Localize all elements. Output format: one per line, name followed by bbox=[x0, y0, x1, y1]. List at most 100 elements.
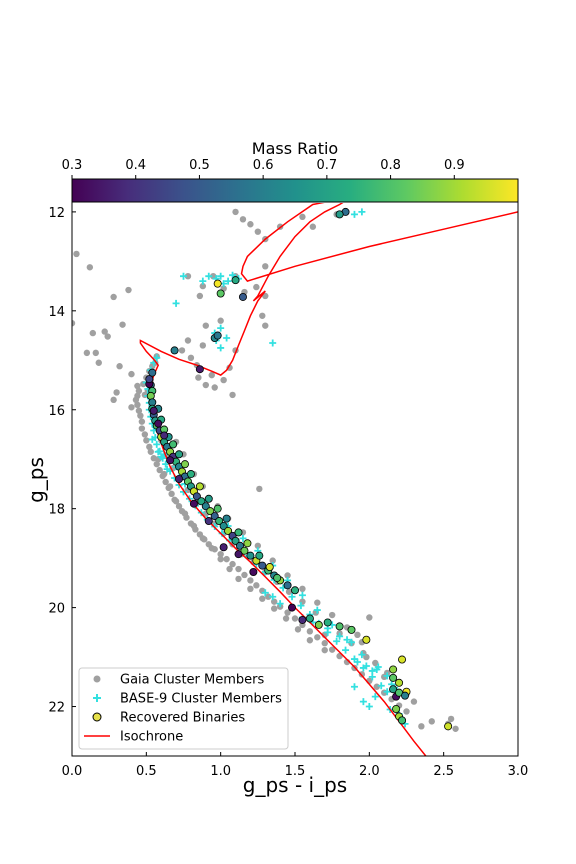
recovered-binary-point bbox=[336, 211, 343, 218]
x-tick-label: 3.0 bbox=[508, 764, 529, 779]
gaia-member-point bbox=[232, 209, 238, 215]
gaia-member-point bbox=[253, 284, 259, 290]
gaia-member-point bbox=[366, 614, 372, 620]
gaia-member-point bbox=[212, 384, 218, 390]
gaia-member-point bbox=[403, 708, 409, 714]
gaia-member-point bbox=[139, 425, 145, 431]
x-tick-label: 0.0 bbox=[62, 764, 83, 779]
gaia-member-point bbox=[179, 347, 185, 353]
gaia-member-point bbox=[191, 523, 197, 529]
recovered-binary-point bbox=[155, 420, 162, 427]
recovered-binary-point bbox=[171, 347, 178, 354]
gaia-member-point bbox=[452, 726, 458, 732]
gaia-members-layer bbox=[69, 209, 459, 732]
gaia-member-point bbox=[256, 486, 262, 492]
base9-member-point bbox=[217, 325, 224, 332]
gaia-member-point bbox=[110, 294, 116, 300]
gaia-member-point bbox=[322, 647, 328, 653]
recovered-binary-point bbox=[363, 636, 370, 643]
gaia-member-point bbox=[168, 491, 174, 497]
gaia-member-point bbox=[217, 318, 223, 324]
gaia-member-point bbox=[195, 374, 201, 380]
colorbar-tick-label: 0.5 bbox=[189, 158, 210, 173]
recovered-binary-point bbox=[291, 587, 298, 594]
gaia-member-point bbox=[235, 576, 241, 582]
gaia-member-point bbox=[128, 404, 134, 410]
gaia-member-point bbox=[93, 350, 99, 356]
gaia-member-point bbox=[310, 224, 316, 230]
colorbar: Mass Ratio 0.3 0.4 0.5 0.6 0.7 0.8 0.9 bbox=[62, 139, 518, 202]
gaia-member-point bbox=[255, 228, 261, 234]
recovered-binary-point bbox=[445, 723, 452, 730]
recovered-binary-point bbox=[196, 483, 203, 490]
base9-member-point bbox=[360, 698, 367, 705]
gaia-member-point bbox=[96, 360, 102, 366]
gaia-member-point bbox=[259, 596, 265, 602]
recovered-binary-point bbox=[266, 563, 273, 570]
gaia-member-point bbox=[113, 389, 119, 395]
gaia-member-point bbox=[220, 377, 226, 383]
recovered-binaries-layer bbox=[146, 208, 452, 730]
x-tick-label: 2.0 bbox=[359, 764, 380, 779]
gaia-member-point bbox=[429, 718, 435, 724]
gaia-member-point bbox=[322, 640, 328, 646]
x-tick-label: 1.0 bbox=[210, 764, 231, 779]
base9-member-point bbox=[369, 667, 376, 674]
recovered-binary-point bbox=[149, 369, 156, 376]
gaia-member-point bbox=[247, 577, 253, 583]
gaia-member-point bbox=[125, 287, 131, 293]
legend-gaia-marker bbox=[94, 676, 101, 683]
recovered-binary-point bbox=[299, 616, 306, 623]
recovered-binary-point bbox=[214, 505, 221, 512]
recovered-binary-point bbox=[395, 679, 402, 686]
recovered-binary-point bbox=[169, 441, 176, 448]
recovered-binary-point bbox=[348, 626, 355, 633]
gaia-member-point bbox=[283, 615, 289, 621]
colorbar-tick-label: 0.8 bbox=[380, 158, 401, 173]
colorbar-gradient bbox=[72, 179, 518, 202]
colorbar-ticks: 0.3 0.4 0.5 0.6 0.7 0.8 0.9 bbox=[62, 158, 465, 179]
colorbar-label: Mass Ratio bbox=[252, 139, 338, 158]
recovered-binary-point bbox=[223, 515, 230, 522]
recovered-binary-point bbox=[161, 432, 168, 439]
y-tick-label: 14 bbox=[48, 305, 65, 320]
recovered-binary-point bbox=[167, 457, 174, 464]
gaia-member-point bbox=[200, 342, 206, 348]
recovered-binary-point bbox=[306, 615, 313, 622]
gaia-member-point bbox=[299, 586, 305, 592]
recovered-binary-point bbox=[401, 692, 408, 699]
gaia-member-point bbox=[119, 321, 125, 327]
base9-member-point bbox=[351, 683, 358, 690]
recovered-binary-point bbox=[214, 332, 221, 339]
legend-isochrone-label: Isochrone bbox=[120, 730, 183, 745]
gaia-member-point bbox=[84, 350, 90, 356]
recovered-binary-point bbox=[205, 495, 212, 502]
gaia-member-point bbox=[134, 402, 140, 408]
gaia-member-point bbox=[307, 637, 313, 643]
gaia-member-point bbox=[200, 535, 206, 541]
recovered-binary-point bbox=[187, 470, 194, 477]
gaia-member-point bbox=[203, 382, 209, 388]
recovered-binary-point bbox=[181, 461, 188, 468]
gaia-member-point bbox=[217, 556, 223, 562]
recovered-binary-point bbox=[220, 544, 227, 551]
y-tick-label: 16 bbox=[48, 404, 65, 419]
recovered-binary-point bbox=[392, 705, 399, 712]
gaia-member-point bbox=[235, 566, 241, 572]
gaia-member-point bbox=[299, 214, 305, 220]
base9-member-point bbox=[299, 592, 306, 599]
recovered-binary-point bbox=[147, 392, 154, 399]
gaia-member-point bbox=[226, 566, 232, 572]
base9-member-point bbox=[223, 335, 230, 342]
legend: Gaia Cluster Members BASE-9 Cluster Memb… bbox=[79, 668, 288, 749]
colorbar-tick-label: 0.6 bbox=[253, 158, 274, 173]
recovered-binary-point bbox=[175, 475, 182, 482]
gaia-member-point bbox=[262, 322, 268, 328]
x-tick-label: 2.5 bbox=[433, 764, 454, 779]
recovered-binary-point bbox=[259, 562, 266, 569]
base9-member-point bbox=[351, 211, 358, 218]
gaia-member-point bbox=[197, 293, 203, 299]
gaia-member-point bbox=[295, 626, 301, 632]
gaia-member-point bbox=[188, 355, 194, 361]
colorbar-tick-label: 0.9 bbox=[444, 158, 465, 173]
